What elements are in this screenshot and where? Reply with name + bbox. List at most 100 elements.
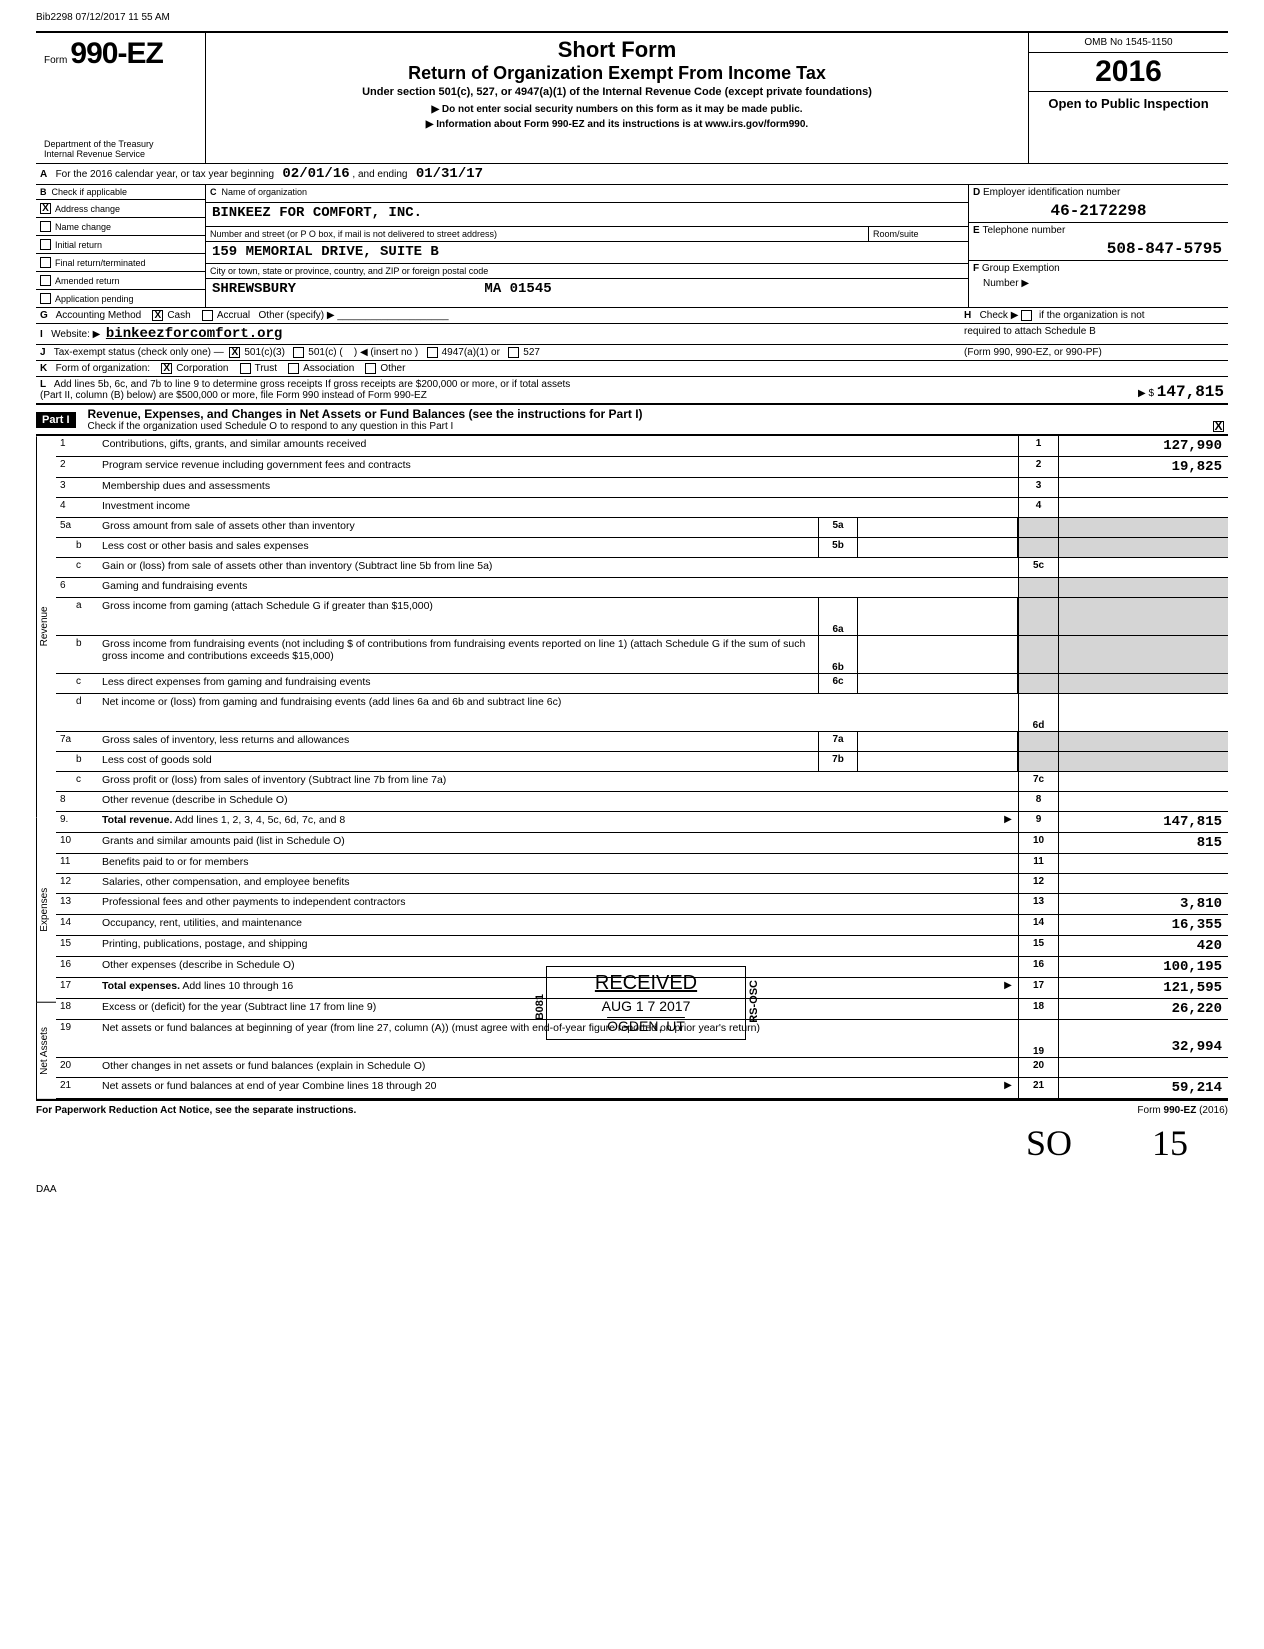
line-num: 9. [56,812,98,832]
line-a-label: A [40,169,47,180]
k-trust: Trust [255,363,277,374]
line-num: a [56,598,98,635]
section-c: C Name of organization BINKEEZ FOR COMFO… [206,185,968,307]
527-checkbox[interactable] [508,347,519,358]
cell-num [1018,538,1058,557]
cash-checkbox[interactable]: X [152,310,163,321]
line-a-text: For the 2016 calendar year, or tax year … [56,169,274,180]
line-5a: 5aGross amount from sale of assets other… [56,518,1228,538]
schedule-o-checkbox[interactable]: X [1213,421,1224,432]
line-num: 12 [56,874,98,893]
cell-val [1058,558,1228,577]
cell-val [1058,694,1228,731]
b-checkbox-1[interactable] [40,221,51,232]
cell-num [1018,598,1058,635]
b-opt-4: Amended return [36,271,205,289]
cell-val: 121,595 [1058,978,1228,998]
line-desc: Gaming and fundraising events [98,578,1018,597]
501c3-checkbox[interactable]: X [229,347,240,358]
line-desc: Other revenue (describe in Schedule O) [98,792,1018,811]
title-sub2: ▶ Do not enter social security numbers o… [214,104,1020,115]
cell-val: 19,825 [1058,457,1228,477]
inner-val [858,732,1018,751]
gross-receipts: 147,815 [1157,383,1224,401]
line-d-header: Employer identification number [983,187,1120,198]
corp-checkbox[interactable]: X [161,363,172,374]
line-d: dNet income or (loss) from gaming and fu… [56,694,1228,732]
other-checkbox[interactable] [365,363,376,374]
cell-val [1058,792,1228,811]
room-label: Room/suite [868,227,968,241]
cell-val [1058,498,1228,517]
line-desc: Professional fees and other payments to … [98,894,1018,914]
cell-num: 20 [1018,1058,1058,1077]
line-num: 15 [56,936,98,956]
part-i-title: Revenue, Expenses, and Changes in Net As… [88,407,1228,421]
b-checkbox-2[interactable] [40,239,51,250]
inner-num: 7a [818,732,858,751]
line-2: 2Program service revenue including gover… [56,457,1228,478]
line-c: cLess direct expenses from gaming and fu… [56,674,1228,694]
omb-block: OMB No 1545-1150 2016 Open to Public Ins… [1028,33,1228,163]
inner-num: 5b [818,538,858,557]
line-c-label: C [210,187,217,197]
cell-num: 4 [1018,498,1058,517]
501c-checkbox[interactable] [293,347,304,358]
addr-label: Number and street (or P O box, if mail i… [206,227,868,241]
line-9.: 9.Total revenue. Add lines 1, 2, 3, 4, 5… [56,812,1228,833]
title-2: Return of Organization Exempt From Incom… [214,63,1020,84]
4947-checkbox[interactable] [427,347,438,358]
line-a-mid: , and ending [352,169,407,180]
cell-num: 15 [1018,936,1058,956]
arrow-icon: ▶ [998,978,1018,998]
line-l-t1: Add lines 5b, 6c, and 7b to line 9 to de… [54,379,570,390]
line-num: b [56,752,98,771]
dept-1: Department of the Treasury [44,139,197,149]
assoc-checkbox[interactable] [288,363,299,374]
lines-grid: Revenue Expenses Net Assets 1Contributio… [36,435,1228,1099]
arrow-icon: ▶ [998,812,1018,832]
line-num: 21 [56,1078,98,1098]
line-12: 12Salaries, other compensation, and empl… [56,874,1228,894]
trust-checkbox[interactable] [240,363,251,374]
line-c-name-label: Name of organization [222,187,308,197]
stamp-loc: OGDEN, UT [553,1017,739,1037]
line-g-text: Accounting Method [56,310,142,321]
line-num: c [56,558,98,577]
j-501c: 501(c) ( [308,347,342,358]
cell-num: 12 [1018,874,1058,893]
b-checkbox-4[interactable] [40,275,51,286]
k-assoc: Association [303,363,354,374]
cell-val: 59,214 [1058,1078,1228,1098]
line-a: aGross income from gaming (attach Schedu… [56,598,1228,636]
tax-year-end: 01/31/17 [416,166,483,182]
cell-num: 3 [1018,478,1058,497]
line-8: 8Other revenue (describe in Schedule O)8 [56,792,1228,812]
line-l-label: L [40,379,46,390]
cell-val: 26,220 [1058,999,1228,1019]
line-num: c [56,772,98,791]
line-j: J Tax-exempt status (check only one) — X… [40,347,964,358]
b-checkbox-0[interactable]: X [40,203,51,214]
line-desc: Other changes in net assets or fund bala… [98,1058,1018,1077]
b-checkbox-3[interactable] [40,257,51,268]
accrual-checkbox[interactable] [202,310,213,321]
section-b: B Check if applicable XAddress changeNam… [36,185,206,307]
cell-val [1058,854,1228,873]
cell-num: 2 [1018,457,1058,477]
city-label: City or town, state or province, country… [206,264,968,279]
line-e-header: Telephone number [982,225,1065,236]
line-a: A For the 2016 calendar year, or tax yea… [36,164,1228,185]
inner-val [858,752,1018,771]
k-corp: Corporation [176,363,228,374]
line-g: G Accounting Method XCash Accrual Other … [40,310,964,321]
cell-num: 1 [1018,436,1058,456]
ein: 46-2172298 [969,200,1228,223]
line-k: K Form of organization: XCorporation Tru… [36,361,1228,377]
b-opt-5: Application pending [36,289,205,307]
cell-val [1058,478,1228,497]
b-opt-2: Initial return [36,235,205,253]
inner-num: 6c [818,674,858,693]
schedb-checkbox[interactable] [1021,310,1032,321]
b-checkbox-5[interactable] [40,293,51,304]
